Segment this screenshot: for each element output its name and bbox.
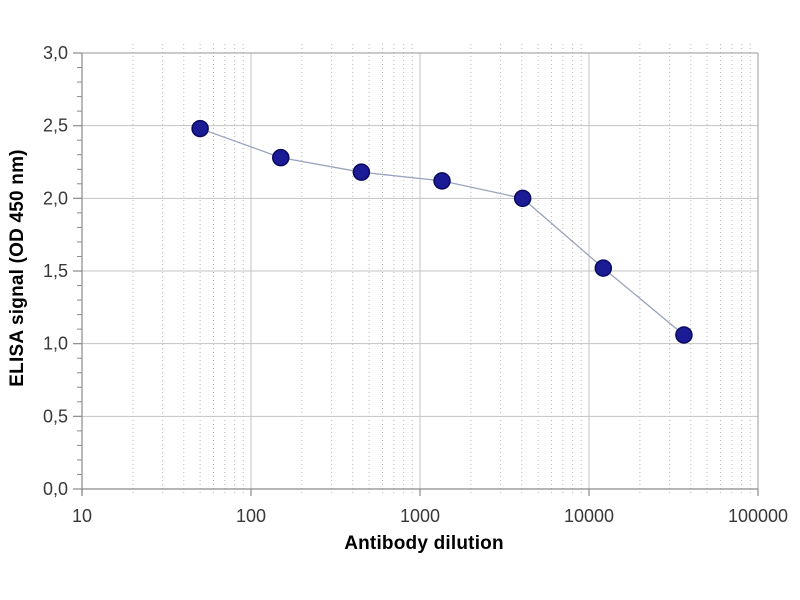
y-tick-label: 1,5 [43,261,68,281]
x-tick-label: 100000 [728,506,788,526]
data-point [272,148,290,167]
y-tick-label: 2,5 [43,116,68,136]
x-tick-label: 10 [72,506,92,526]
x-tick-label: 1000 [400,506,440,526]
y-tick-label: 2,0 [43,188,68,208]
y-tick-label: 3,0 [43,43,68,63]
y-tick-label: 0,5 [43,406,68,426]
y-tick-label: 0,0 [43,479,68,499]
data-point [675,326,693,344]
x-tick-label: 10000 [564,506,614,526]
y-tick-label: 1,0 [43,334,68,354]
data-point [433,172,451,190]
data-point [594,259,613,277]
x-axis-title: Antibody dilution [344,533,504,554]
data-point [352,163,371,181]
data-point [513,189,532,208]
x-tick-label: 100 [236,506,266,526]
data-point [191,119,209,138]
y-axis-title: ELISA signal (OD 450 nm) [7,149,28,387]
